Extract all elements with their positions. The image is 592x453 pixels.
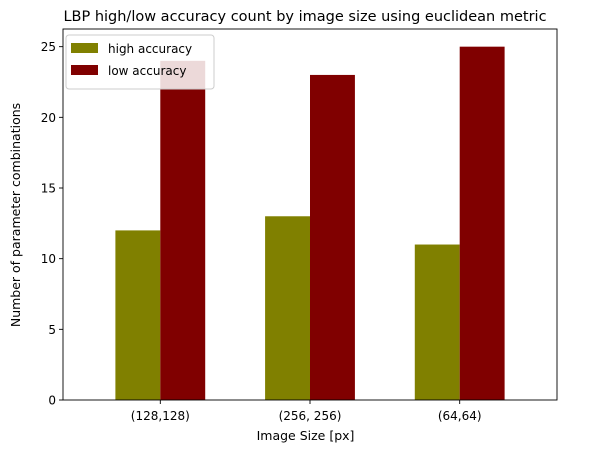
y-tick-label: 15 [41, 182, 56, 196]
legend-swatch [71, 65, 98, 75]
x-tick-label: (128,128) [131, 409, 190, 423]
y-tick-label: 20 [41, 111, 56, 125]
y-tick-label: 5 [48, 323, 56, 337]
bar [310, 74, 355, 401]
bar [414, 244, 460, 400]
bar [265, 216, 310, 400]
y-tick-label: 10 [41, 252, 56, 266]
y-axis-label: Number of parameter combinations [8, 103, 23, 327]
legend-box [65, 34, 215, 90]
x-axis-label: Image Size [px] [257, 428, 355, 443]
legend: high accuracy low accuracy [65, 34, 215, 90]
x-tick-label: (256, 256) [279, 409, 342, 423]
legend-swatch [71, 43, 98, 53]
bar [459, 46, 505, 401]
plot-area: 0 5 10 15 20 25 (128,128) (256, 256) (64,64) high… [41, 28, 558, 423]
chart-title: LBP high/low accuracy count by image siz… [63, 9, 546, 25]
legend-label: low accuracy [108, 64, 186, 78]
y-tick-label: 25 [41, 40, 56, 54]
bar [160, 60, 206, 401]
legend-label: high accuracy [108, 42, 192, 56]
y-tick-label: 0 [48, 394, 56, 408]
bar [115, 230, 161, 400]
x-tick-label: (64,64) [438, 409, 482, 423]
